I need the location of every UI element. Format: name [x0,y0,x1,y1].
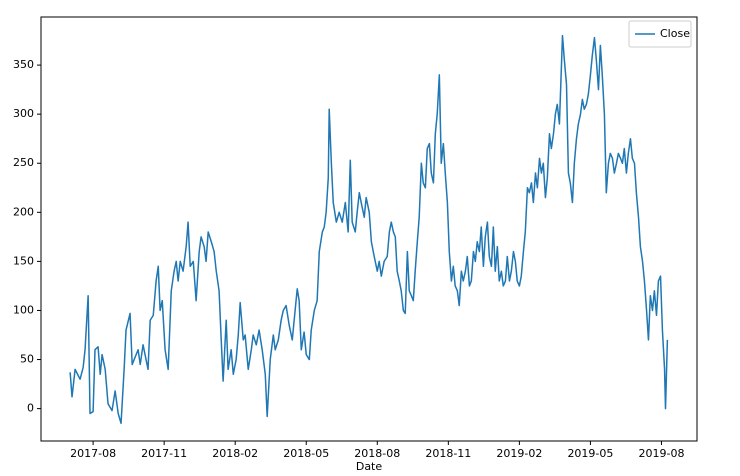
x-tick-label: 2018-05 [283,447,329,460]
x-tick-label: 2018-11 [425,447,471,460]
y-tick-label: 200 [13,205,34,218]
legend-label: Close [660,27,690,40]
y-tick-label: 350 [13,58,34,71]
x-tick-label: 2019-02 [496,447,542,460]
plot-frame [40,16,698,442]
x-tick-label: 2018-02 [212,447,258,460]
y-tick-label: 50 [20,353,34,366]
y-tick-label: 0 [27,402,34,415]
legend-box [628,20,692,48]
x-tick-label: 2019-05 [567,447,613,460]
x-tick-label: 2017-08 [70,447,116,460]
line-series [69,34,669,425]
x-tick-label: 2017-11 [141,447,187,460]
x-tick-label: 2018-08 [354,447,400,460]
y-tick-label: 300 [13,107,34,120]
y-tick-label: 100 [13,303,34,316]
y-tick-label: 150 [13,254,34,267]
x-tick-label: 2019-08 [638,447,684,460]
y-tick-label: 250 [13,156,34,169]
x-axis-label: Date [356,460,383,473]
